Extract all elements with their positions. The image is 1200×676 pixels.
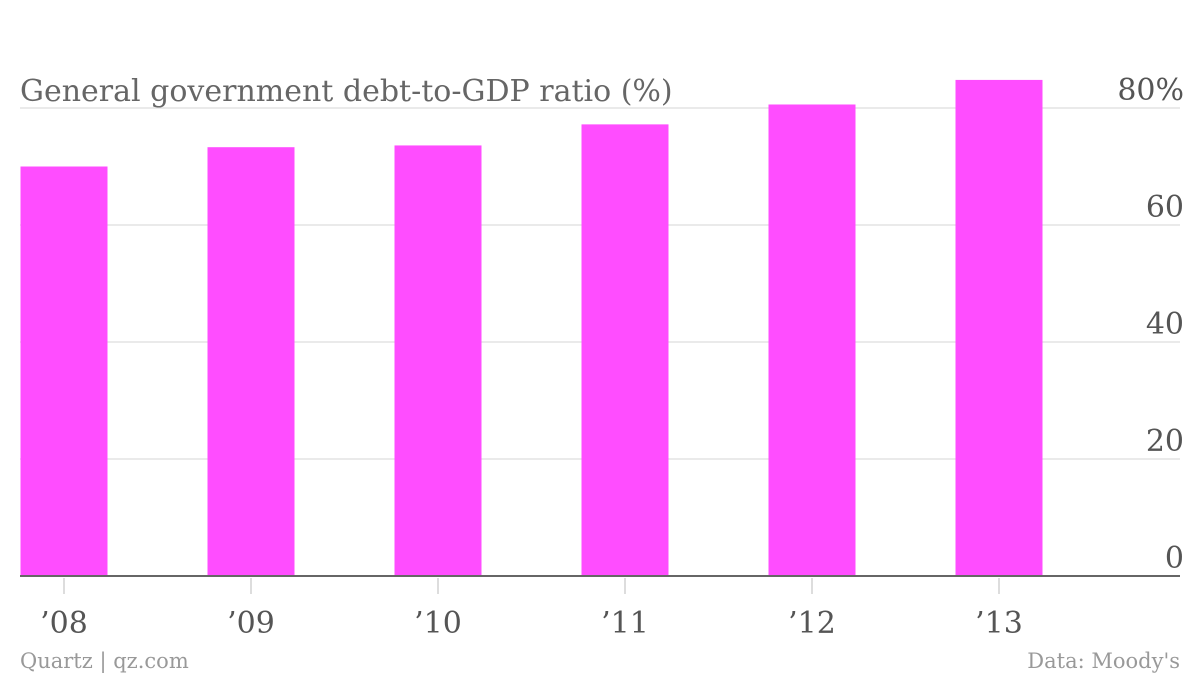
y-tick-label: 80%	[1117, 73, 1184, 108]
bar	[207, 147, 295, 576]
bar	[768, 104, 856, 577]
source-credit: Quartz | qz.com	[20, 649, 189, 674]
x-tick-label: ’10	[414, 606, 462, 641]
x-axis-tick-labels: ’08 ’09 ’10 ’11 ’12 ’13	[40, 606, 1023, 641]
x-tick-label: ’08	[40, 606, 88, 641]
x-tick-label: ’12	[788, 606, 836, 641]
data-source: Data: Moody's	[1027, 649, 1180, 673]
bar	[20, 166, 108, 576]
chart-title: General government debt-to-GDP ratio (%)	[20, 74, 673, 109]
bar	[581, 124, 669, 576]
x-tick-label: ’09	[227, 606, 275, 641]
bar	[955, 79, 1043, 577]
bar	[394, 145, 482, 576]
y-axis-tick-labels: 0 20 40 60 80%	[1117, 73, 1184, 576]
y-tick-label: 40	[1146, 307, 1184, 342]
x-axis-ticks	[63, 578, 1000, 594]
y-tick-label: 60	[1146, 190, 1184, 225]
y-tick-label: 0	[1165, 541, 1184, 576]
x-tick-label: ’13	[975, 606, 1023, 641]
x-tick-label: ’11	[601, 606, 649, 641]
bars	[20, 79, 1043, 577]
y-tick-label: 20	[1146, 424, 1184, 459]
